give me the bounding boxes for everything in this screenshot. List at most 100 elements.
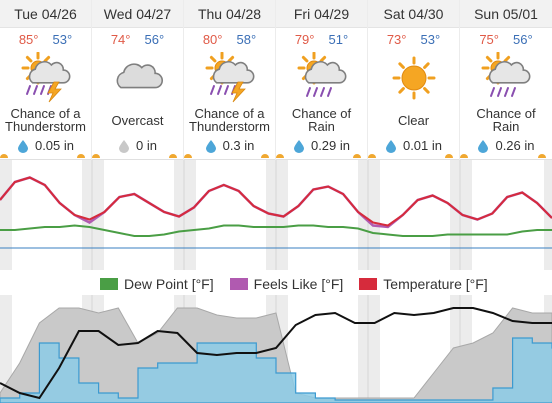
day-label: Sat 04/30 bbox=[368, 0, 459, 28]
legend-label: Feels Like [°F] bbox=[253, 276, 344, 292]
raindrop-icon bbox=[385, 139, 397, 153]
precip-value: 0.3 in bbox=[222, 137, 255, 153]
day-column[interactable]: Tue 04/26 85° 53° Chance of a Thunderstor… bbox=[0, 0, 92, 160]
sunset-icon bbox=[445, 154, 453, 158]
sunrise-sunset-marks bbox=[184, 152, 275, 158]
condition-text: Chance of a Thunderstorm bbox=[0, 106, 91, 134]
precip-value: 0.05 in bbox=[34, 137, 75, 153]
condition-line-2: Thunderstorm bbox=[5, 119, 86, 134]
legend-item[interactable]: Dew Point [°F] bbox=[100, 276, 214, 292]
sunset-icon bbox=[353, 154, 361, 158]
condition-text: Clear bbox=[368, 106, 459, 134]
condition-line-2: Rain bbox=[308, 119, 335, 134]
raindrop-icon bbox=[293, 139, 305, 153]
night-band bbox=[174, 160, 196, 270]
legend-item[interactable]: Temperature [°F] bbox=[359, 276, 488, 292]
night-band bbox=[358, 295, 380, 403]
condition-text: Chance of Rain bbox=[276, 106, 367, 134]
sun-cloud-rain-icon bbox=[276, 50, 367, 106]
sunrise-icon bbox=[92, 154, 100, 158]
night-band bbox=[82, 160, 104, 270]
precip-amount: 0.29 in bbox=[276, 134, 367, 156]
day-column[interactable]: Sun 05/01 75° 56° Chance of Rain 0.26 in bbox=[460, 0, 552, 160]
condition-line-1: Chance of a bbox=[194, 106, 265, 121]
cloud-precip-chart bbox=[0, 295, 552, 403]
condition-line-1: Chance of a bbox=[10, 106, 81, 121]
night-band bbox=[358, 160, 380, 270]
condition-text: Chance of Rain bbox=[460, 106, 552, 134]
sunrise-sunset-marks bbox=[0, 152, 91, 158]
sunset-icon bbox=[538, 154, 546, 158]
sunrise-sunset-marks bbox=[460, 152, 552, 158]
low-temp: 56° bbox=[144, 32, 165, 47]
pressure-line bbox=[0, 307, 552, 400]
temp-range: 75° 56° bbox=[460, 28, 552, 50]
low-temp: 58° bbox=[236, 32, 257, 47]
temp-range: 74° 56° bbox=[92, 28, 183, 50]
legend-label: Temperature [°F] bbox=[383, 276, 488, 292]
condition-line-2: Rain bbox=[492, 119, 520, 134]
day-label: Thu 04/28 bbox=[184, 0, 275, 28]
precip-value: 0.26 in bbox=[495, 137, 535, 153]
day-column[interactable]: Fri 04/29 79° 51° Chance of Rain 0.29 in bbox=[276, 0, 368, 160]
low-temp: 51° bbox=[328, 32, 349, 47]
overcast-cloud-icon bbox=[92, 50, 183, 106]
high-temp: 80° bbox=[202, 32, 223, 47]
sun-cloud-rain-icon bbox=[460, 50, 552, 106]
temp-range: 85° 53° bbox=[0, 28, 91, 50]
temp-range: 80° 58° bbox=[184, 28, 275, 50]
condition-text: Chance of a Thunderstorm bbox=[184, 106, 275, 134]
sunrise-icon bbox=[184, 154, 192, 158]
raindrop-icon bbox=[205, 139, 217, 153]
precip-value: 0 in bbox=[136, 137, 157, 153]
high-temp: 74° bbox=[110, 32, 131, 47]
sunrise-sunset-marks bbox=[92, 152, 183, 158]
temperature-chart bbox=[0, 160, 552, 270]
daily-forecast-strip: Tue 04/26 85° 53° Chance of a Thunderstor… bbox=[0, 0, 552, 160]
sunrise-sunset-marks bbox=[276, 152, 367, 158]
thunderstorm-rain-icon bbox=[184, 50, 275, 106]
raindrop-icon bbox=[118, 139, 130, 153]
temperature-line bbox=[0, 176, 552, 227]
day-column[interactable]: Thu 04/28 80° 58° Chance of a Thunderstor… bbox=[184, 0, 276, 160]
precip-amount: 0 in bbox=[92, 134, 183, 156]
legend-label: Dew Point [°F] bbox=[124, 276, 214, 292]
low-temp: 56° bbox=[513, 32, 533, 47]
legend-swatch bbox=[100, 278, 118, 290]
sunrise-icon bbox=[368, 154, 376, 158]
dew-point-line bbox=[0, 224, 552, 237]
precip-value: 0.29 in bbox=[310, 137, 351, 153]
sunset-icon bbox=[169, 154, 177, 158]
day-label: Sun 05/01 bbox=[460, 0, 552, 28]
chart-legend: Dew Point [°F] Feels Like [°F] Temperature… bbox=[100, 274, 488, 294]
day-column[interactable]: Sat 04/30 73° 53° Clear 0.01 in bbox=[368, 0, 460, 160]
precip-amount: 0.26 in bbox=[460, 134, 552, 156]
condition-text: Overcast bbox=[92, 106, 183, 134]
raindrop-icon bbox=[17, 139, 29, 153]
sunrise-sunset-marks bbox=[368, 152, 459, 158]
day-label: Tue 04/26 bbox=[0, 0, 91, 28]
condition-line-1: Chance of bbox=[476, 106, 536, 121]
high-temp: 79° bbox=[294, 32, 315, 47]
condition-line-2: Thunderstorm bbox=[189, 119, 270, 134]
low-temp: 53° bbox=[52, 32, 73, 47]
low-temp: 53° bbox=[420, 32, 441, 47]
condition-line-1: Chance of bbox=[291, 106, 352, 121]
precipitation-area bbox=[0, 337, 552, 403]
temp-range: 73° 53° bbox=[368, 28, 459, 50]
condition-line-1: Clear bbox=[397, 112, 430, 128]
thunderstorm-rain-icon bbox=[0, 50, 91, 106]
day-column[interactable]: Wed 04/27 74° 56° Overcast 0 in bbox=[92, 0, 184, 160]
legend-item[interactable]: Feels Like [°F] bbox=[229, 276, 344, 292]
raindrop-icon bbox=[477, 139, 489, 153]
precip-value: 0.01 in bbox=[402, 137, 443, 153]
sunrise-icon bbox=[276, 154, 284, 158]
high-temp: 85° bbox=[18, 32, 39, 47]
night-band bbox=[0, 295, 12, 403]
precip-amount: 0.3 in bbox=[184, 134, 275, 156]
sun-clear-icon bbox=[368, 50, 459, 106]
precip-amount: 0.05 in bbox=[0, 134, 91, 156]
sunset-icon bbox=[77, 154, 85, 158]
sunset-icon bbox=[261, 154, 269, 158]
sunrise-icon bbox=[460, 154, 468, 158]
